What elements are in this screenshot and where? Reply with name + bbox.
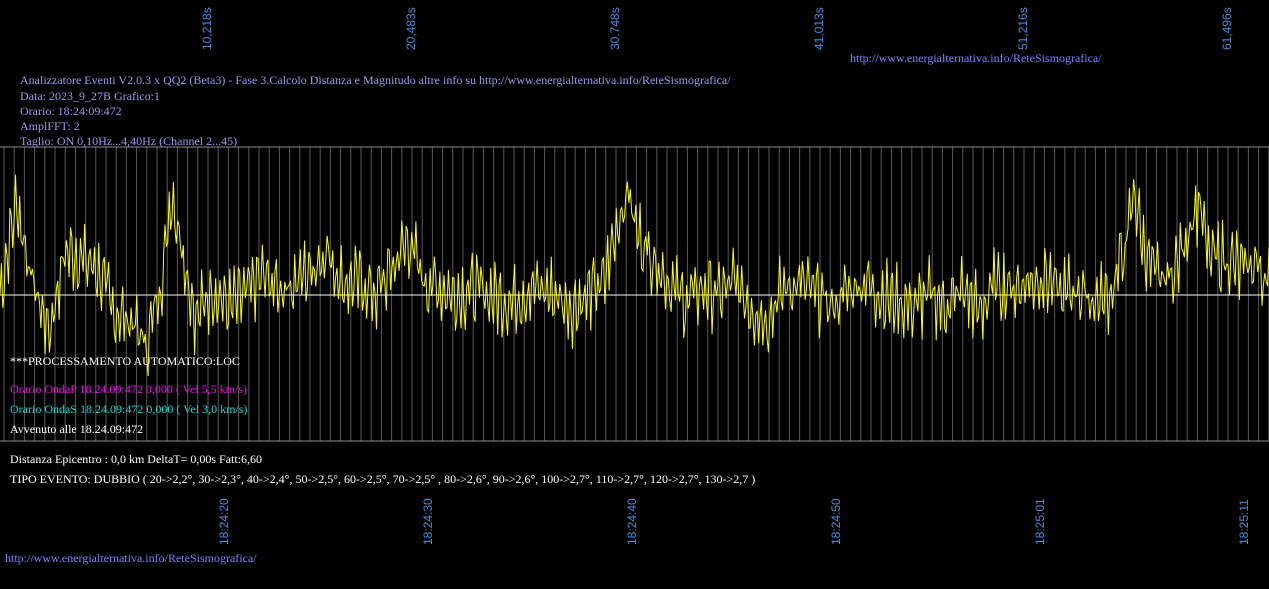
time-tick: 18:24:40 xyxy=(625,498,639,545)
header-data: Data: 2023_9_27B Grafico:1 xyxy=(20,89,160,103)
seconds-tick: 41,013s xyxy=(812,7,826,50)
bottom-link[interactable]: http://www.energialternativa.info/ReteSi… xyxy=(5,551,257,565)
seconds-tick: 10,218s xyxy=(200,7,214,50)
onda-p-time: Orario OndaP 18.24.09:472 0,000 ( Vel 5,… xyxy=(10,382,247,396)
seconds-tick: 51,216s xyxy=(1016,7,1030,50)
onda-s-time: Orario OndaS 18.24.09:472 0,000 ( Vel 3,… xyxy=(10,402,248,416)
seconds-tick: 61,496s xyxy=(1220,7,1234,50)
time-tick: 18:24:50 xyxy=(829,498,843,545)
grid-lines xyxy=(3,147,1269,441)
header-ampl: AmplFFT: 2 xyxy=(20,119,80,133)
header-orario: Orario: 18:24:09:472 xyxy=(20,104,122,118)
event-type: TIPO EVENTO: DUBBIO ( 20->2,2°, 30->2,3°… xyxy=(10,472,756,486)
time-tick: 18:24:30 xyxy=(421,498,435,545)
seismic-trace xyxy=(0,174,1269,377)
time-tick: 18:25:11 xyxy=(1237,499,1251,545)
seconds-tick: 30,748s xyxy=(608,7,622,50)
processing-auto: ***PROCESSAMENTO AUTOMATICO:LOC xyxy=(10,354,240,368)
seconds-tick: 20,483s xyxy=(404,7,418,50)
top-link[interactable]: http://www.energialternativa.info/ReteSi… xyxy=(850,51,1102,65)
epicenter-distance: Distanza Epicentro : 0,0 km DeltaT= 0,00… xyxy=(10,452,263,466)
time-tick: 18:25:01 xyxy=(1033,498,1047,545)
event-time: Avvenuto alle 18.24.09:472 xyxy=(10,422,144,436)
time-tick: 18:24:20 xyxy=(217,498,231,545)
header-title: Analizzatore Eventi V2.0.3 x QQ2 (Beta3)… xyxy=(20,73,731,87)
header-taglio: Taglio: ON 0,10Hz...4,40Hz (Channel 2...… xyxy=(20,134,238,148)
